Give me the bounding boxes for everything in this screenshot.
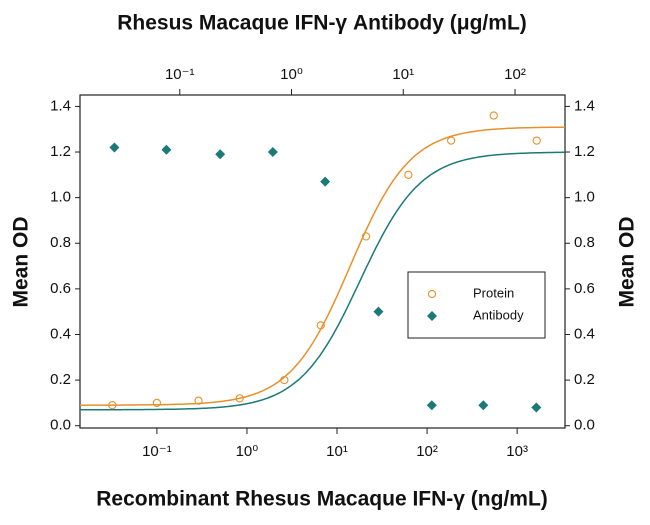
legend-label: Protein [473, 285, 514, 300]
data-point [478, 400, 489, 411]
data-point [280, 375, 289, 385]
y2-tick-label: 0.4 [574, 325, 595, 342]
legend-marker [427, 311, 437, 321]
x2-tick-label: 10² [504, 66, 526, 83]
x-tick-label: 10⁰ [236, 443, 259, 460]
y2-tick-label: 0.8 [574, 234, 595, 251]
data-point [152, 398, 162, 408]
y-tick-label: 0.4 [50, 325, 71, 342]
x-axis-title: Recombinant Rhesus Macaque IFN-γ (ng/mL) [96, 488, 548, 511]
y2-tick-label: 1.4 [574, 97, 595, 114]
x2-tick-label: 10¹ [392, 66, 414, 83]
x2-tick-label: 10⁻¹ [165, 66, 195, 83]
y-tick-label: 0.6 [50, 280, 71, 297]
plot-frame [79, 94, 566, 429]
data-point [161, 144, 172, 155]
y2-tick-label: 1.2 [574, 143, 595, 160]
x-tick-label: 10⁻¹ [142, 443, 172, 460]
y2-axis-title: Mean OD [616, 216, 639, 307]
data-point [373, 306, 384, 317]
y-tick-label: 0.2 [50, 371, 71, 388]
data-point [489, 111, 498, 120]
y-tick-label: 0.8 [50, 234, 71, 251]
y2-tick-label: 0.0 [574, 417, 595, 434]
data-point [235, 394, 244, 403]
y-tick-label: 1.0 [50, 189, 71, 206]
legend-marker [427, 289, 437, 299]
fit-curve [80, 151, 565, 411]
data-point [532, 136, 541, 145]
y2-tick-label: 1.0 [574, 189, 595, 206]
legend-box [407, 271, 546, 339]
data-point [109, 142, 120, 153]
data-point [267, 147, 278, 158]
top-axis-title: Rhesus Macaque IFN-γ Antibody (μg/mL) [117, 12, 527, 35]
x-tick-label: 10¹ [326, 443, 348, 460]
y2-tick-label: 0.2 [574, 371, 595, 388]
y-axis-title: Mean OD [10, 216, 33, 307]
y-tick-label: 0.0 [50, 417, 71, 434]
data-point [215, 149, 226, 160]
data-point [108, 401, 117, 410]
data-point [316, 321, 325, 330]
data-point [531, 402, 542, 413]
y-tick-label: 1.4 [50, 97, 71, 114]
fit-curve [80, 126, 565, 406]
data-point [320, 176, 331, 187]
y2-tick-label: 0.6 [574, 280, 595, 297]
data-point [194, 396, 203, 405]
x2-tick-label: 10⁰ [280, 66, 303, 83]
y-tick-label: 1.2 [50, 143, 71, 160]
x-tick-label: 10² [416, 443, 438, 460]
data-point [426, 400, 437, 411]
x-tick-label: 10³ [506, 443, 528, 460]
data-point [446, 136, 456, 145]
data-point [361, 232, 371, 241]
legend-label: Antibody [473, 307, 524, 322]
data-point [404, 170, 413, 179]
